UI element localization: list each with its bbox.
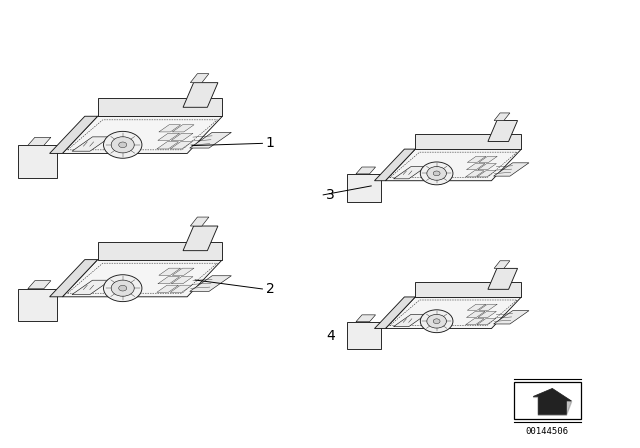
- Polygon shape: [50, 260, 97, 297]
- Polygon shape: [18, 289, 58, 322]
- Circle shape: [104, 275, 142, 302]
- Polygon shape: [157, 142, 179, 149]
- Polygon shape: [63, 260, 223, 297]
- Polygon shape: [348, 174, 381, 202]
- Polygon shape: [477, 171, 495, 177]
- Polygon shape: [494, 261, 510, 268]
- Polygon shape: [189, 133, 232, 148]
- Circle shape: [118, 142, 127, 148]
- Text: 1: 1: [266, 136, 275, 151]
- Polygon shape: [183, 82, 218, 108]
- Polygon shape: [533, 389, 572, 415]
- Circle shape: [420, 310, 453, 333]
- Circle shape: [433, 171, 440, 176]
- Polygon shape: [477, 319, 495, 325]
- Polygon shape: [72, 137, 111, 151]
- Polygon shape: [190, 73, 209, 82]
- Polygon shape: [172, 134, 193, 141]
- Polygon shape: [488, 268, 518, 289]
- Polygon shape: [467, 164, 485, 170]
- Polygon shape: [466, 171, 484, 177]
- Polygon shape: [63, 116, 223, 153]
- Polygon shape: [466, 319, 484, 325]
- Circle shape: [433, 319, 440, 323]
- Polygon shape: [394, 314, 426, 327]
- Polygon shape: [385, 149, 522, 181]
- Circle shape: [111, 280, 134, 296]
- Polygon shape: [493, 163, 529, 176]
- Polygon shape: [494, 113, 510, 121]
- Circle shape: [420, 162, 453, 185]
- Polygon shape: [493, 310, 529, 324]
- Polygon shape: [28, 280, 51, 289]
- Polygon shape: [394, 167, 426, 179]
- Polygon shape: [157, 285, 179, 293]
- Polygon shape: [467, 311, 485, 318]
- Polygon shape: [159, 268, 180, 275]
- Polygon shape: [172, 276, 193, 284]
- Polygon shape: [356, 315, 376, 322]
- Polygon shape: [172, 125, 194, 132]
- Text: 4: 4: [326, 329, 335, 343]
- Circle shape: [118, 285, 127, 291]
- Circle shape: [104, 131, 142, 158]
- Polygon shape: [18, 145, 58, 178]
- Polygon shape: [478, 164, 497, 170]
- Polygon shape: [478, 311, 497, 318]
- Polygon shape: [158, 276, 180, 284]
- Polygon shape: [479, 156, 497, 163]
- Polygon shape: [533, 388, 572, 414]
- Circle shape: [111, 137, 134, 153]
- Polygon shape: [97, 98, 223, 116]
- Polygon shape: [479, 304, 497, 310]
- Text: 3: 3: [326, 188, 335, 202]
- Text: 2: 2: [266, 282, 275, 296]
- Polygon shape: [374, 297, 415, 328]
- Text: 00144506: 00144506: [525, 427, 569, 436]
- Polygon shape: [415, 282, 522, 297]
- Polygon shape: [97, 242, 223, 260]
- Polygon shape: [28, 137, 51, 145]
- Polygon shape: [415, 134, 522, 149]
- Polygon shape: [183, 226, 218, 251]
- Polygon shape: [158, 134, 180, 141]
- Polygon shape: [374, 149, 415, 181]
- Polygon shape: [356, 167, 376, 174]
- Polygon shape: [72, 280, 111, 295]
- Polygon shape: [159, 125, 180, 132]
- Bar: [514, 382, 581, 419]
- Polygon shape: [170, 285, 192, 293]
- Polygon shape: [189, 276, 232, 292]
- Polygon shape: [170, 142, 192, 149]
- Polygon shape: [50, 116, 97, 153]
- Circle shape: [427, 167, 447, 180]
- Polygon shape: [190, 217, 209, 226]
- Polygon shape: [385, 297, 522, 328]
- Polygon shape: [467, 156, 486, 163]
- Polygon shape: [172, 268, 194, 275]
- Polygon shape: [348, 322, 381, 349]
- Polygon shape: [467, 304, 486, 310]
- Polygon shape: [488, 121, 518, 142]
- Circle shape: [427, 314, 447, 328]
